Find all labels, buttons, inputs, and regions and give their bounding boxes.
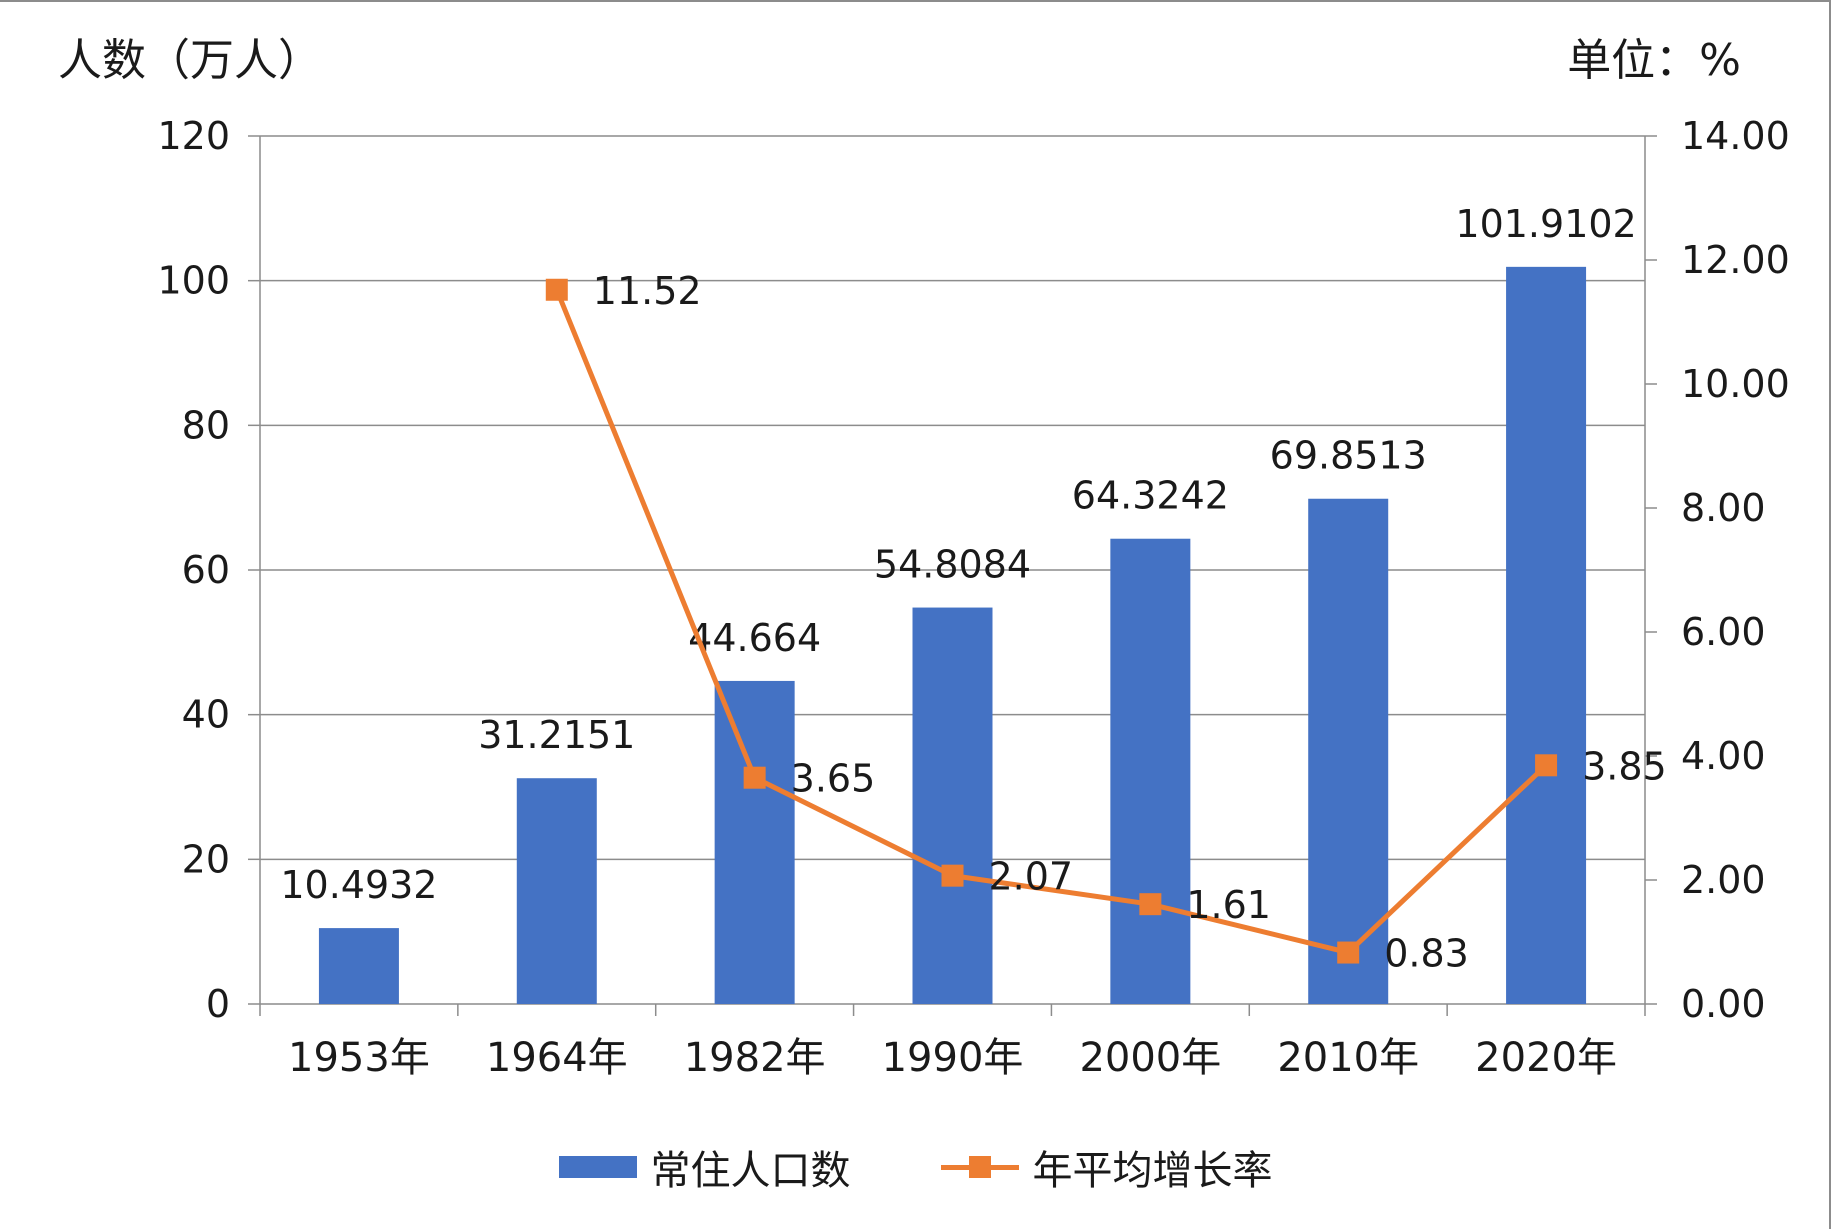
bar-data-label: 64.3242	[1072, 474, 1229, 518]
right-axis-tick-label: 0.00	[1681, 982, 1766, 1026]
x-axis-tick-label: 2020年	[1475, 1035, 1617, 1081]
right-axis-tick-label: 14.00	[1681, 114, 1790, 158]
left-axis-unit-label: 人数（万人）	[58, 35, 322, 86]
legend-label-growth-rate: 年平均增长率	[1032, 1148, 1273, 1194]
bar-data-label: 54.8084	[874, 543, 1031, 587]
right-axis-unit-label: 单位：%	[1567, 35, 1741, 86]
bar	[1110, 538, 1191, 1004]
bar-data-label: 31.2151	[478, 713, 635, 757]
legend: 常住人口数 年平均增长率	[0, 1138, 1831, 1196]
left-axis-tick-label: 120	[157, 114, 230, 158]
x-axis-tick-label: 1953年	[288, 1035, 430, 1081]
x-axis-tick-label: 1990年	[882, 1035, 1024, 1081]
bar	[1506, 266, 1587, 1004]
right-axis-tick-label: 10.00	[1681, 362, 1790, 406]
left-axis-tick-label: 80	[182, 403, 230, 447]
line-data-label: 1.61	[1186, 883, 1271, 927]
right-axis-tick-label: 6.00	[1681, 610, 1766, 654]
right-axis-tick-label: 4.00	[1681, 734, 1766, 778]
x-axis-tick-label: 1982年	[684, 1035, 826, 1081]
line-marker	[941, 864, 964, 887]
left-axis-tick-label: 0	[206, 982, 230, 1026]
bar-data-label: 10.4932	[280, 863, 437, 907]
bar	[318, 928, 399, 1004]
line-marker	[1535, 754, 1558, 777]
line-marker	[545, 278, 568, 301]
bar-data-label: 44.664	[688, 616, 821, 660]
line-data-label: 11.52	[593, 269, 702, 313]
legend-label-population: 常住人口数	[650, 1148, 851, 1194]
bar-data-label: 69.8513	[1270, 434, 1427, 478]
line-data-label: 2.07	[989, 855, 1074, 899]
left-axis-tick-label: 60	[182, 548, 230, 592]
x-axis-tick-label: 2000年	[1079, 1035, 1221, 1081]
x-axis-tick-label: 2010年	[1277, 1035, 1419, 1081]
legend-item-growth-rate: 年平均增长率	[940, 1138, 1273, 1196]
bar	[516, 778, 597, 1004]
growth-rate-line	[554, 288, 1548, 956]
line-marker	[1337, 941, 1360, 964]
line-marker	[1139, 893, 1162, 916]
bar	[714, 680, 795, 1004]
right-axis-tick-label: 2.00	[1681, 858, 1766, 902]
line-data-label: 3.65	[791, 757, 876, 801]
left-axis-tick-label: 20	[182, 837, 230, 881]
left-axis-tick-label: 100	[157, 259, 230, 303]
line-data-label: 0.83	[1384, 932, 1469, 976]
legend-line-swatch	[940, 1156, 1019, 1178]
legend-bar-swatch	[558, 1156, 637, 1178]
line-marker	[743, 766, 766, 789]
bar	[912, 607, 993, 1004]
left-axis-tick-label: 40	[182, 693, 230, 737]
line-data-label: 3.85	[1582, 744, 1667, 788]
right-axis-tick-label: 8.00	[1681, 486, 1766, 530]
legend-item-population: 常住人口数	[558, 1138, 851, 1196]
bar	[1308, 498, 1389, 1004]
bar-data-label: 101.9102	[1455, 202, 1636, 246]
right-axis-tick-label: 12.00	[1681, 238, 1790, 282]
x-axis-tick-label: 1964年	[486, 1035, 628, 1081]
